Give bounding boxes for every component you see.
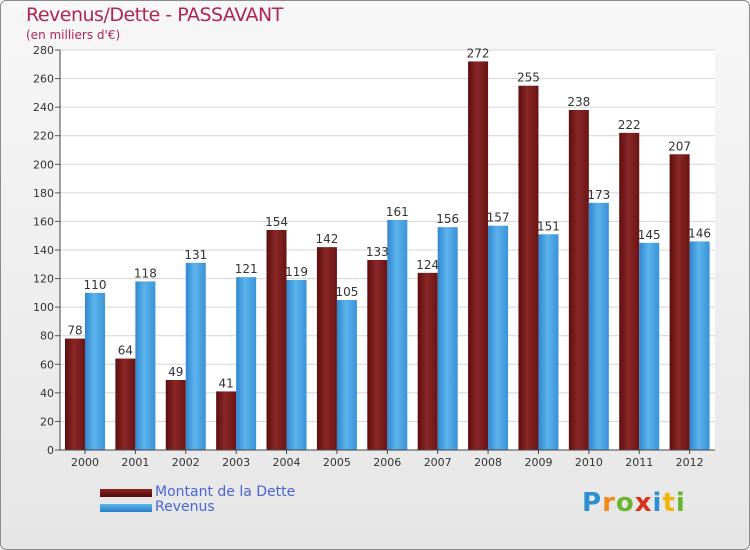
chart-subtitle: (en milliers d'€) <box>26 28 121 42</box>
x-tick-label: 2009 <box>524 456 552 469</box>
data-label-dette: 49 <box>168 365 183 379</box>
data-label-dette: 41 <box>219 376 234 390</box>
chart-title: Revenus/Dette - PASSAVANT <box>26 4 283 26</box>
y-tick-label: 280 <box>33 44 54 57</box>
y-tick-label: 20 <box>40 415 54 428</box>
y-tick-label: 160 <box>33 215 54 228</box>
data-label-revenus: 119 <box>285 265 308 279</box>
x-tick-label: 2004 <box>273 456 301 469</box>
bar-revenus <box>85 292 105 450</box>
x-tick-label: 2008 <box>474 456 502 469</box>
data-label-revenus: 110 <box>84 278 107 292</box>
bar-revenus <box>538 234 559 450</box>
logo-letter: i <box>652 488 663 518</box>
legend-swatch-revenus <box>100 504 152 512</box>
x-tick-label: 2000 <box>71 456 99 469</box>
logo-letter: o <box>615 488 635 518</box>
y-tick-label: 100 <box>33 301 54 314</box>
bar-dette <box>367 260 388 450</box>
data-label-dette: 78 <box>67 324 82 338</box>
y-tick-label: 240 <box>33 101 54 114</box>
bar-revenus <box>185 262 206 450</box>
data-label-dette: 154 <box>265 215 288 229</box>
bar-revenus <box>336 300 357 450</box>
data-label-revenus: 131 <box>184 248 207 262</box>
y-tick-label: 0 <box>47 444 54 457</box>
data-label-dette: 238 <box>567 95 590 109</box>
data-label-dette: 255 <box>517 71 540 85</box>
data-label-dette: 133 <box>366 245 389 259</box>
logo-letter: t <box>662 488 676 518</box>
bar-dette <box>669 154 690 451</box>
x-tick-label: 2007 <box>424 456 452 469</box>
bar-revenus <box>236 277 257 450</box>
data-label-dette: 272 <box>467 46 490 60</box>
bar-revenus <box>689 241 710 450</box>
x-tick-label: 2011 <box>625 456 653 469</box>
y-tick-label: 140 <box>33 244 54 257</box>
data-label-revenus: 146 <box>688 226 711 240</box>
x-tick-label: 2005 <box>323 456 351 469</box>
data-label-revenus: 156 <box>436 212 459 226</box>
bar-dette <box>518 85 539 450</box>
data-label-revenus: 173 <box>587 188 610 202</box>
data-label-revenus: 145 <box>638 228 661 242</box>
x-tick-label: 2010 <box>575 456 603 469</box>
bar-dette <box>65 338 85 450</box>
bar-revenus <box>437 227 458 450</box>
y-tick-label: 80 <box>40 330 54 343</box>
legend-label-revenus: Revenus <box>155 499 215 515</box>
data-label-dette: 64 <box>118 344 133 358</box>
data-label-dette: 142 <box>315 232 338 246</box>
y-tick-label: 260 <box>33 73 54 86</box>
data-label-revenus: 121 <box>235 262 258 276</box>
data-label-revenus: 151 <box>537 219 560 233</box>
x-tick-label: 2006 <box>373 456 401 469</box>
y-tick-label: 180 <box>33 187 54 200</box>
x-tick-label: 2003 <box>222 456 250 469</box>
data-label-revenus: 118 <box>134 266 157 280</box>
y-tick-label: 60 <box>40 358 54 371</box>
bar-dette <box>165 380 186 450</box>
y-tick-label: 40 <box>40 387 54 400</box>
bar-revenus <box>639 242 660 450</box>
y-tick-label: 200 <box>33 158 54 171</box>
data-label-revenus: 157 <box>487 211 510 225</box>
bar-revenus <box>135 281 156 450</box>
bar-dette <box>619 132 640 450</box>
bar-dette <box>417 272 438 450</box>
proxiti-logo: Proxiti <box>582 488 686 518</box>
bar-dette <box>266 230 287 450</box>
bar-dette <box>468 61 489 451</box>
data-label-dette: 222 <box>618 118 641 132</box>
y-tick-label: 120 <box>33 273 54 286</box>
data-label-dette: 124 <box>416 258 439 272</box>
bar-revenus <box>387 220 408 450</box>
logo-letter: P <box>582 488 603 518</box>
bar-dette <box>115 358 136 450</box>
bar-dette <box>216 391 237 450</box>
x-tick-label: 2002 <box>172 456 200 469</box>
bar-dette <box>316 247 337 450</box>
legend-label-debt: Montant de la Dette <box>155 484 296 500</box>
x-tick-label: 2001 <box>121 456 149 469</box>
legend-swatch-debt <box>100 489 152 497</box>
logo-letter: r <box>602 488 616 518</box>
bar-revenus <box>488 225 509 450</box>
data-label-revenus: 105 <box>335 285 358 299</box>
logo-letter: x <box>634 488 653 518</box>
data-label-revenus: 161 <box>386 205 409 219</box>
data-label-dette: 207 <box>668 139 691 153</box>
x-tick-label: 2012 <box>676 456 704 469</box>
logo-letter: i <box>675 488 686 518</box>
bar-revenus <box>286 280 307 450</box>
y-tick-label: 220 <box>33 130 54 143</box>
bar-revenus <box>588 202 609 450</box>
bar-dette <box>568 110 589 450</box>
